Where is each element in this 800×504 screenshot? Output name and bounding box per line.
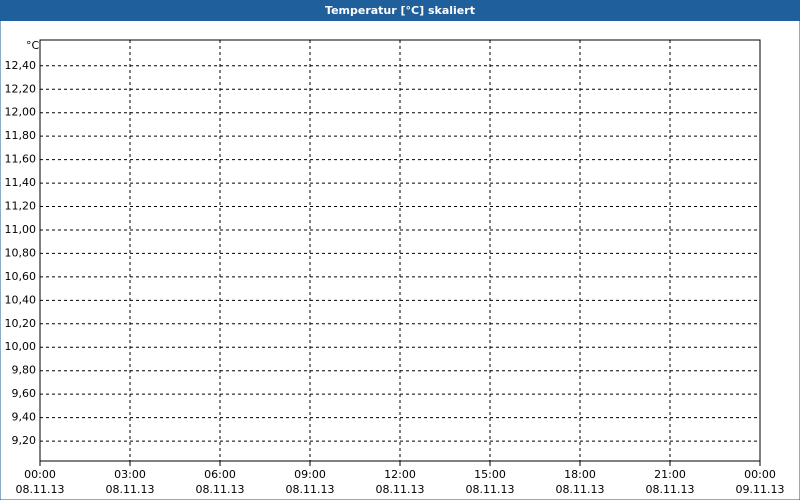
x-tick-label: 09:00 <box>294 468 326 481</box>
x-tick-date: 08.11.13 <box>106 483 155 496</box>
x-tick-label: 06:00 <box>204 468 236 481</box>
y-tick-label: 10,40 <box>5 293 37 306</box>
x-tick-label: 00:00 <box>744 468 776 481</box>
x-tick-date: 09.11.13 <box>736 483 785 496</box>
y-tick-label: 11,20 <box>5 200 37 213</box>
x-tick-date: 08.11.13 <box>556 483 605 496</box>
x-tick-date: 08.11.13 <box>16 483 65 496</box>
x-tick-date: 08.11.13 <box>466 483 515 496</box>
x-tick-label: 18:00 <box>564 468 596 481</box>
y-tick-label: 10,00 <box>5 340 37 353</box>
y-tick-label: 11,80 <box>5 129 37 142</box>
x-tick-label: 21:00 <box>654 468 686 481</box>
y-tick-label: 12,40 <box>5 59 37 72</box>
x-tick-label: 12:00 <box>384 468 416 481</box>
y-tick-label: 9,40 <box>12 411 37 424</box>
x-tick-label: 03:00 <box>114 468 146 481</box>
x-tick-date: 08.11.13 <box>376 483 425 496</box>
y-tick-label: 12,20 <box>5 82 37 95</box>
x-tick-date: 08.11.13 <box>286 483 335 496</box>
y-tick-label: 10,80 <box>5 246 37 259</box>
y-tick-label: 10,60 <box>5 270 37 283</box>
y-tick-label: 9,60 <box>12 387 37 400</box>
y-tick-label: 10,20 <box>5 317 37 330</box>
y-tick-label: 9,20 <box>12 434 37 447</box>
x-tick-label: 00:00 <box>24 468 56 481</box>
x-tick-date: 08.11.13 <box>646 483 695 496</box>
y-tick-label: 9,80 <box>12 364 37 377</box>
chart-title: Temperatur [°C] skaliert <box>325 4 475 17</box>
plot-frame <box>39 39 761 462</box>
y-tick-label: 11,40 <box>5 176 37 189</box>
title-bar <box>0 0 800 21</box>
x-tick-label: 15:00 <box>474 468 506 481</box>
y-tick-label: 11,00 <box>5 223 37 236</box>
y-tick-label: 12,00 <box>5 106 37 119</box>
y-unit: °C <box>26 39 40 52</box>
y-tick-label: 11,60 <box>5 153 37 166</box>
x-tick-date: 08.11.13 <box>196 483 245 496</box>
